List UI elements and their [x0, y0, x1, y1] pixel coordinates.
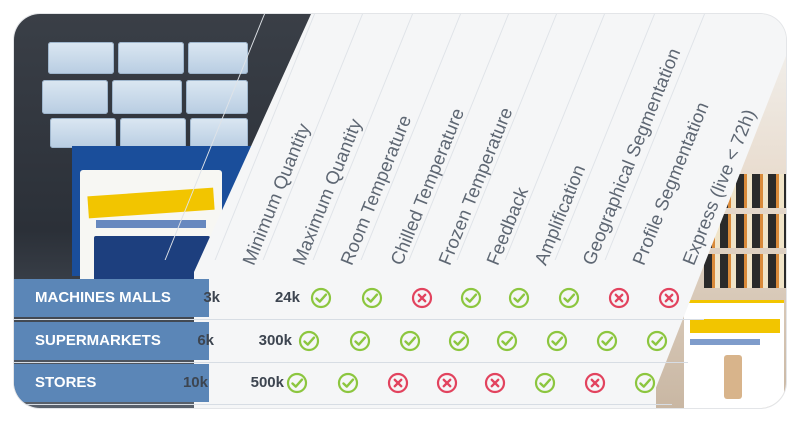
promo-subtitle-strip	[96, 220, 206, 228]
cross-circle-icon	[484, 372, 506, 394]
cross-circle-icon	[608, 287, 630, 309]
min-quantity-value: 6k	[197, 332, 214, 349]
max-quantity-value: 500k	[250, 374, 284, 391]
product-pack	[50, 118, 116, 148]
check-circle-icon	[496, 330, 518, 352]
cross-circle-icon	[387, 372, 409, 394]
check-circle-icon	[558, 287, 580, 309]
check-circle-icon	[361, 287, 383, 309]
check-circle-icon	[646, 330, 668, 352]
row-label: SUPERMARKETS	[14, 322, 209, 360]
check-circle-icon	[534, 372, 556, 394]
bottle-shelf	[704, 254, 786, 288]
max-quantity-value: 300k	[258, 332, 292, 349]
cross-circle-icon	[411, 287, 433, 309]
check-circle-icon	[508, 287, 530, 309]
row-separator	[14, 404, 672, 405]
check-circle-icon	[337, 372, 359, 394]
product-pack	[118, 42, 184, 74]
row-label: STORES	[14, 364, 209, 402]
check-circle-icon	[460, 287, 482, 309]
check-circle-icon	[546, 330, 568, 352]
row-separator	[14, 319, 704, 320]
check-circle-icon	[448, 330, 470, 352]
check-circle-icon	[349, 330, 371, 352]
product-pack	[112, 80, 182, 114]
check-circle-icon	[286, 372, 308, 394]
min-quantity-value: 3k	[203, 289, 220, 306]
promo-card-right	[684, 300, 784, 408]
cross-circle-icon	[436, 372, 458, 394]
row-separator	[14, 362, 688, 363]
check-circle-icon	[596, 330, 618, 352]
cross-circle-icon	[658, 287, 680, 309]
product-pack	[120, 118, 186, 148]
product-bottle-image	[724, 355, 742, 399]
check-circle-icon	[634, 372, 656, 394]
product-pack	[42, 80, 108, 114]
promo-banner	[690, 319, 780, 333]
min-quantity-value: 10k	[182, 374, 208, 391]
check-circle-icon	[399, 330, 421, 352]
product-pack	[186, 80, 248, 114]
promo-subtitle-strip	[690, 339, 760, 345]
comparison-card: Minimum Quantity Maximum Quantity Room Tem…	[14, 14, 786, 408]
promo-banner	[87, 187, 215, 219]
product-pack	[48, 42, 114, 74]
row-label: MACHINES MALLS	[14, 279, 209, 317]
product-pack	[188, 42, 248, 74]
check-circle-icon	[310, 287, 332, 309]
cross-circle-icon	[584, 372, 606, 394]
max-quantity-value: 24k	[274, 289, 300, 306]
check-circle-icon	[298, 330, 320, 352]
